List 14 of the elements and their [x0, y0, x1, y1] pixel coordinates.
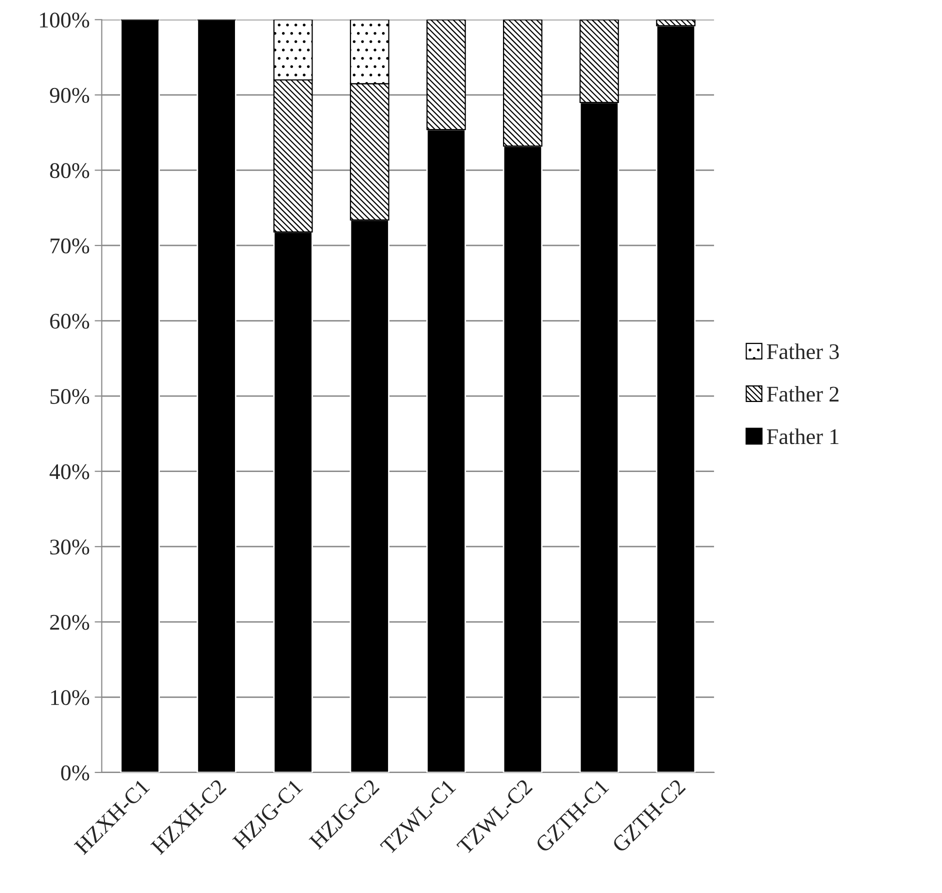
y-tick-label: 30%: [50, 540, 90, 555]
y-tick-label: 90%: [50, 88, 90, 103]
y-tick-label: 0%: [61, 765, 90, 780]
y-tick-label: 10%: [51, 690, 90, 706]
legend-label: Father 3: [766, 344, 839, 360]
legend-label: Father 1: [766, 428, 838, 444]
y-tick-label: 20%: [50, 614, 90, 630]
y-tick-label: 60%: [50, 314, 90, 329]
y-tick-label: 80%: [50, 163, 90, 178]
y-tick-label: 100%: [40, 12, 90, 28]
y-tick-label: 40%: [50, 464, 90, 480]
legend-label: Father 2: [766, 386, 838, 402]
y-tick-label: 70%: [50, 238, 90, 254]
y-tick-label: 50%: [50, 388, 90, 404]
